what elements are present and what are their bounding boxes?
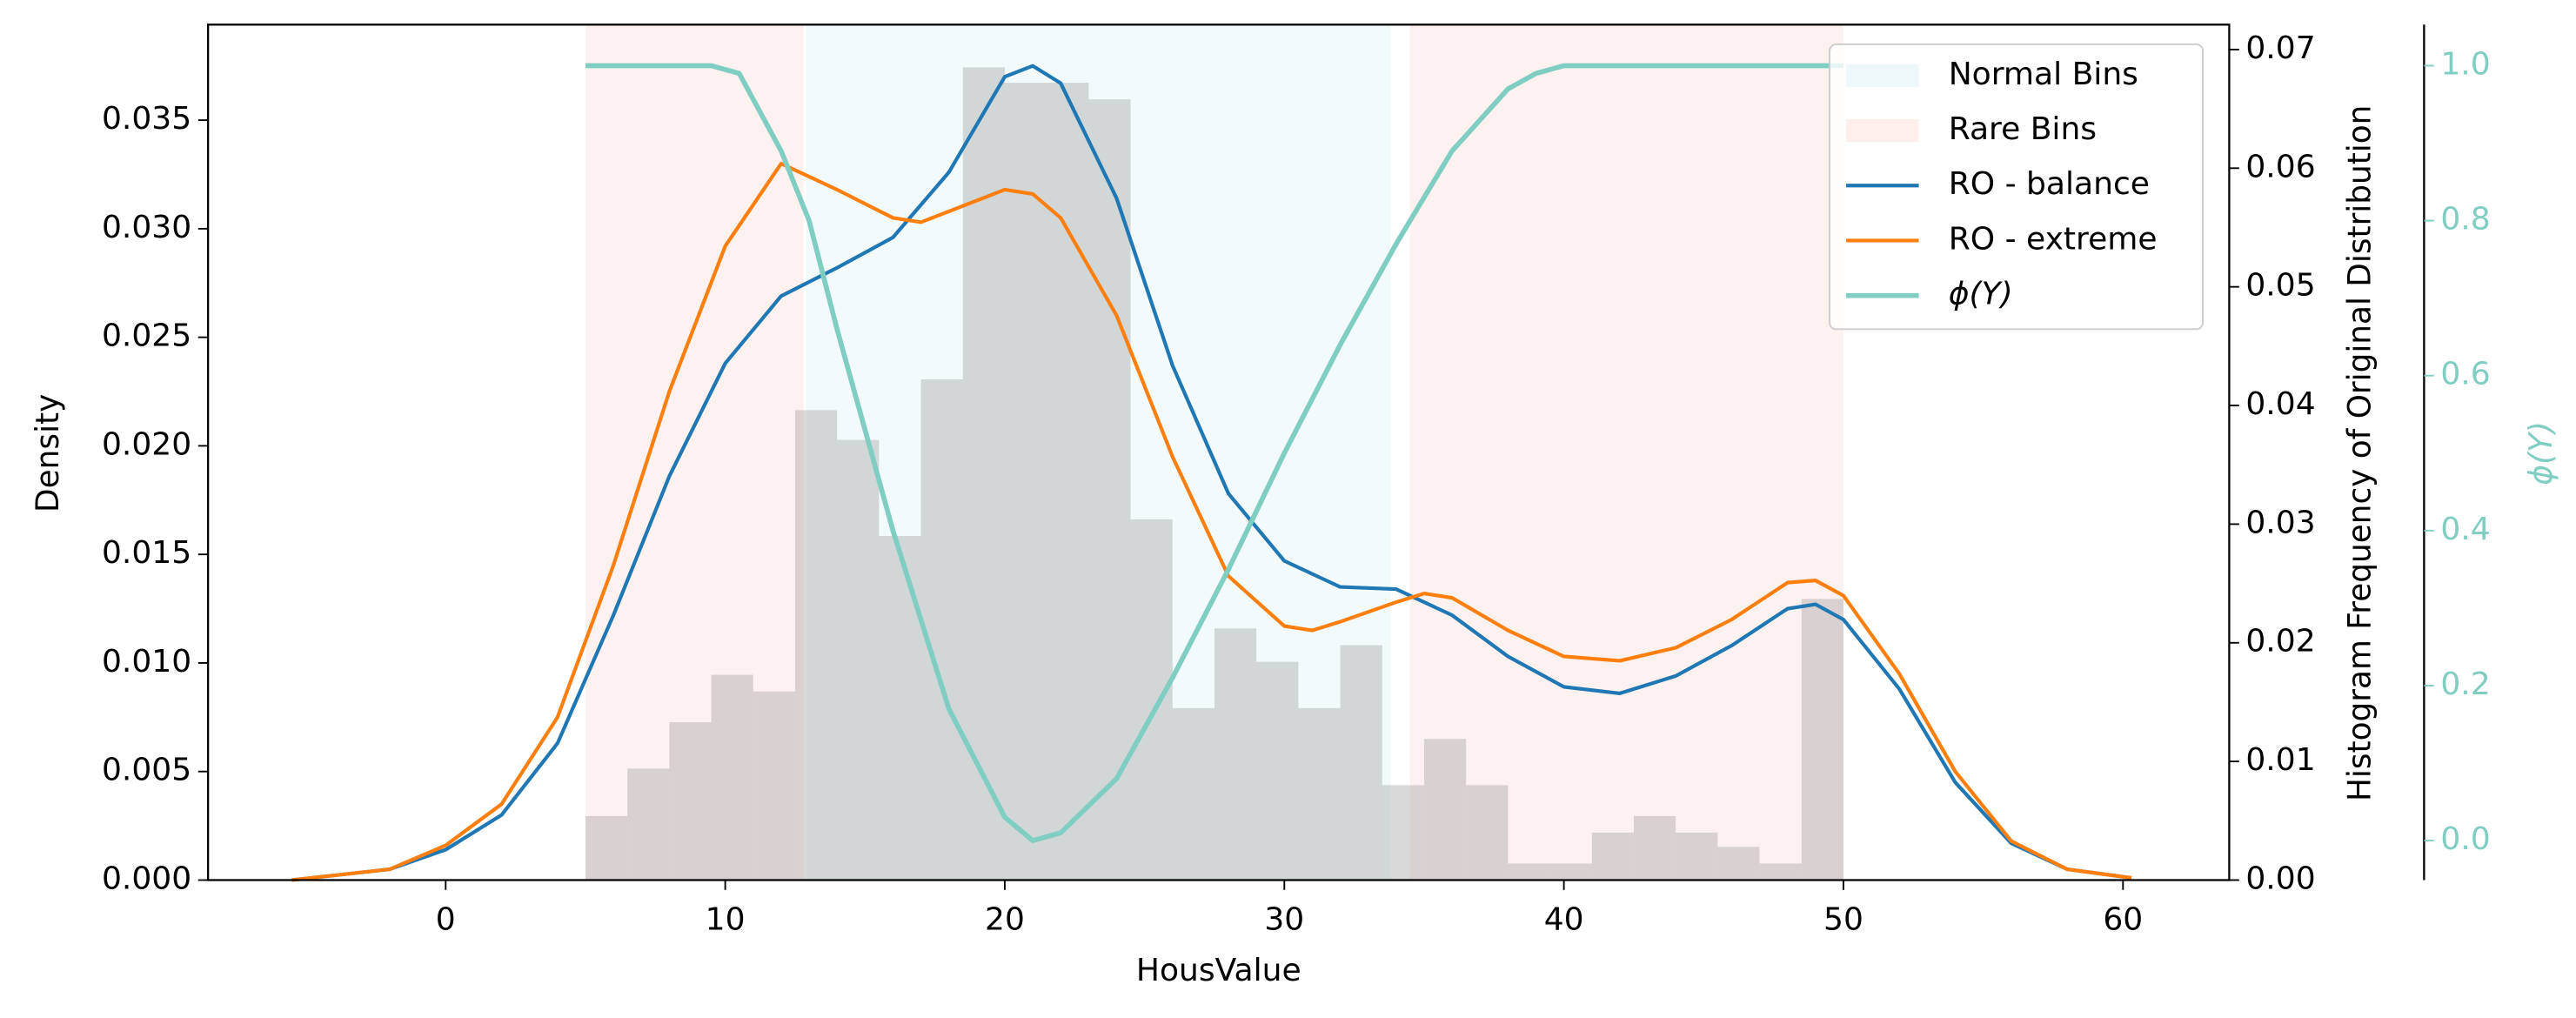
- x-tick-label: 0: [436, 902, 456, 938]
- histogram-bar: [1466, 785, 1509, 881]
- legend-label: ϕ(Y): [1949, 277, 2013, 312]
- histogram-bar: [1423, 739, 1467, 881]
- legend-label: Rare Bins: [1949, 111, 2097, 147]
- histogram-bar: [1340, 645, 1382, 881]
- histogram-bar: [711, 674, 753, 881]
- histogram-bar: [1549, 863, 1592, 881]
- histogram-bar: [1801, 599, 1843, 881]
- histogram-bar: [1508, 863, 1550, 881]
- histogram-bar: [1591, 832, 1634, 881]
- y3-tick-label: 0.4: [2440, 512, 2490, 547]
- histogram-bar: [794, 410, 838, 881]
- y3-tick-label: 0.6: [2440, 357, 2490, 392]
- plot-frame: [207, 23, 2231, 881]
- histogram-bar: [1676, 832, 1718, 881]
- span-region: [806, 24, 1391, 881]
- x-axis-label: HousValue: [1136, 953, 1301, 988]
- histogram-bar: [1130, 519, 1173, 881]
- histogram-bar: [627, 768, 670, 881]
- histogram-bar: [669, 722, 712, 881]
- histogram-bar: [1214, 628, 1257, 881]
- y-tick-label: 0.030: [102, 210, 191, 245]
- x-tick-label: 40: [1544, 902, 1584, 938]
- y-tick-label: 0.020: [102, 426, 191, 462]
- histogram-bar: [753, 691, 795, 881]
- histogram-bar: [1256, 661, 1299, 881]
- histogram-bar: [962, 67, 1005, 881]
- histogram-bar: [1382, 785, 1424, 881]
- y-tick-label: 0.010: [102, 644, 191, 680]
- y3-tick-label: 0.2: [2440, 666, 2490, 702]
- y3-tick-label: 0.0: [2440, 821, 2490, 857]
- y-tick-label: 0.000: [102, 861, 191, 897]
- y2-tick-label: 0.04: [2245, 386, 2315, 422]
- series-line: [585, 63, 1843, 843]
- histogram-bar: [1298, 707, 1341, 881]
- span-region: [1409, 24, 1843, 881]
- histogram-bar: [1047, 83, 1089, 881]
- histogram-bar: [1004, 83, 1047, 881]
- x-tick-label: 30: [1264, 902, 1304, 938]
- legend-label: Normal Bins: [1949, 57, 2138, 92]
- y-tick-label: 0.035: [102, 101, 191, 137]
- y-tick-label: 0.025: [102, 318, 191, 354]
- histogram-bar: [837, 439, 880, 881]
- y2-tick-label: 0.07: [2245, 30, 2315, 66]
- y2-tick-label: 0.00: [2245, 861, 2315, 897]
- histogram-bar: [585, 815, 628, 881]
- legend-label: RO - balance: [1949, 166, 2150, 202]
- y-axis-label: Density: [30, 394, 66, 512]
- y3-axis-label: ϕ(Y): [2524, 421, 2559, 485]
- legend-label: RO - extreme: [1949, 222, 2158, 258]
- y2-tick-label: 0.03: [2245, 505, 2315, 540]
- histogram-bar: [920, 379, 963, 881]
- y3-tick-label: 0.8: [2440, 202, 2490, 238]
- histogram-bar: [1717, 847, 1760, 881]
- histogram-bar: [1759, 863, 1802, 881]
- y2-tick-label: 0.01: [2245, 742, 2315, 778]
- histogram-bar: [1172, 707, 1214, 881]
- x-tick-label: 50: [1823, 902, 1863, 938]
- y2-tick-label: 0.06: [2245, 149, 2315, 184]
- span-region: [585, 24, 804, 881]
- histogram-bar: [879, 536, 921, 881]
- y3-tick-label: 1.0: [2440, 47, 2490, 83]
- y2-tick-label: 0.02: [2245, 624, 2315, 660]
- x-tick-label: 10: [706, 902, 746, 938]
- y2-axis-label: Histogram Frequency of Original Distribu…: [2342, 105, 2378, 801]
- y-tick-label: 0.015: [102, 535, 191, 571]
- legend-swatch: [1846, 118, 1919, 143]
- x-tick-label: 20: [985, 902, 1025, 938]
- histogram-bar: [1633, 815, 1676, 881]
- y-tick-label: 0.005: [102, 753, 191, 788]
- series-line: [291, 64, 2132, 882]
- x-tick-label: 60: [2103, 902, 2143, 938]
- series-line: [291, 161, 2132, 882]
- histogram-bar: [1088, 99, 1131, 881]
- legend-box: [1829, 44, 2204, 331]
- y2-tick-label: 0.05: [2245, 268, 2315, 304]
- legend-swatch: [1846, 64, 1919, 88]
